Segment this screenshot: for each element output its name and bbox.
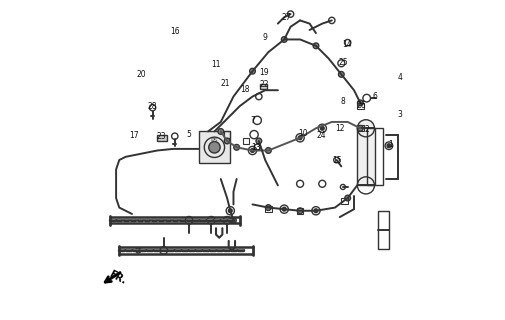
Circle shape bbox=[387, 144, 391, 148]
Bar bbox=[297, 208, 304, 214]
Circle shape bbox=[250, 148, 255, 152]
Text: 2: 2 bbox=[364, 125, 369, 134]
Text: 23: 23 bbox=[157, 132, 166, 141]
Text: 14: 14 bbox=[342, 40, 352, 49]
Text: 17: 17 bbox=[129, 131, 139, 140]
Circle shape bbox=[298, 136, 302, 140]
Bar bbox=[158, 135, 167, 141]
Text: PS: PS bbox=[211, 139, 218, 143]
Text: 15: 15 bbox=[333, 156, 342, 164]
Text: 10: 10 bbox=[298, 130, 308, 139]
Bar bbox=[357, 103, 364, 109]
Circle shape bbox=[266, 148, 271, 153]
Circle shape bbox=[224, 138, 230, 144]
Bar bbox=[357, 125, 364, 132]
Text: 1: 1 bbox=[388, 140, 393, 148]
Text: 7: 7 bbox=[250, 116, 255, 125]
Circle shape bbox=[358, 100, 363, 106]
Bar bbox=[378, 211, 389, 249]
Circle shape bbox=[249, 68, 256, 74]
Circle shape bbox=[256, 138, 262, 144]
Text: 13: 13 bbox=[251, 143, 261, 152]
Circle shape bbox=[281, 36, 287, 42]
Circle shape bbox=[266, 205, 271, 211]
Circle shape bbox=[231, 217, 236, 223]
Circle shape bbox=[314, 209, 318, 213]
Circle shape bbox=[345, 195, 350, 201]
Bar bbox=[357, 128, 375, 185]
Text: 21: 21 bbox=[221, 79, 230, 88]
Text: 11: 11 bbox=[211, 60, 221, 69]
Text: 4: 4 bbox=[397, 73, 402, 82]
Circle shape bbox=[234, 144, 239, 150]
Bar bbox=[224, 132, 230, 138]
Text: 6: 6 bbox=[372, 92, 377, 101]
Bar bbox=[261, 84, 267, 89]
Text: 24: 24 bbox=[317, 131, 326, 140]
Text: 8: 8 bbox=[340, 97, 345, 106]
Text: 9: 9 bbox=[263, 33, 268, 42]
Text: FR.: FR. bbox=[108, 269, 128, 286]
Bar bbox=[341, 198, 347, 204]
Circle shape bbox=[218, 129, 224, 134]
Bar bbox=[243, 138, 249, 144]
Text: 28: 28 bbox=[147, 102, 157, 111]
Circle shape bbox=[358, 125, 363, 131]
Circle shape bbox=[338, 71, 344, 77]
Text: 16: 16 bbox=[170, 27, 180, 36]
Circle shape bbox=[228, 209, 232, 213]
Circle shape bbox=[313, 43, 319, 49]
Circle shape bbox=[297, 208, 303, 214]
Bar bbox=[265, 206, 272, 212]
Text: 19: 19 bbox=[259, 68, 269, 77]
Text: 27: 27 bbox=[281, 13, 291, 22]
Circle shape bbox=[358, 120, 375, 137]
Text: 20: 20 bbox=[136, 70, 145, 79]
Text: 26: 26 bbox=[356, 101, 366, 110]
Circle shape bbox=[320, 126, 324, 130]
Circle shape bbox=[282, 207, 286, 211]
Text: 3: 3 bbox=[397, 109, 402, 118]
Text: 25: 25 bbox=[338, 58, 348, 67]
Bar bbox=[198, 132, 230, 163]
Text: 22: 22 bbox=[260, 80, 269, 89]
Bar bbox=[367, 128, 383, 185]
Text: 12: 12 bbox=[335, 124, 344, 133]
Text: 5: 5 bbox=[187, 130, 191, 139]
Text: 18: 18 bbox=[240, 85, 249, 94]
Circle shape bbox=[209, 142, 220, 153]
